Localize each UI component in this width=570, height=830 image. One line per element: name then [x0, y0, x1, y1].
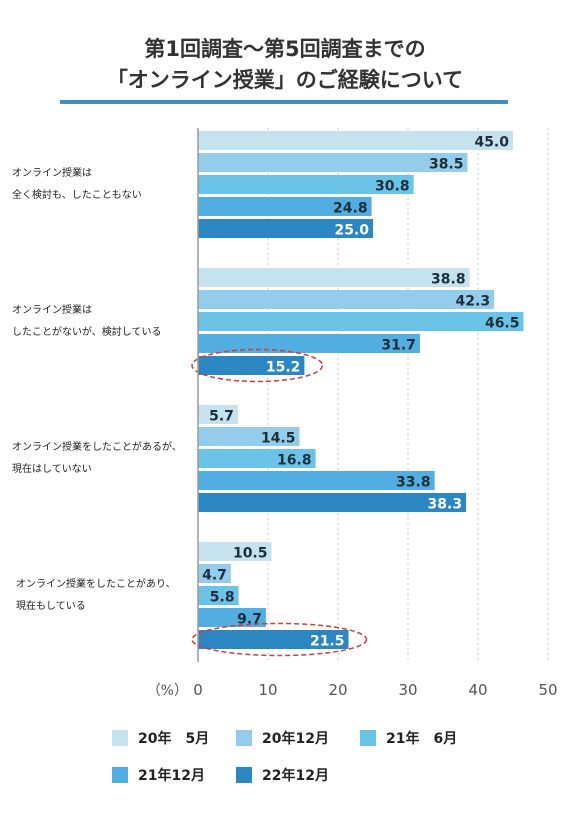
bar-value-label: 31.7 — [381, 338, 416, 354]
bar — [198, 197, 372, 216]
bar — [198, 268, 470, 287]
bar — [198, 471, 435, 490]
x-unit-label: （%） — [147, 683, 188, 699]
category-label: オンライン授業は全く検討も、したこともない — [12, 163, 142, 207]
category-label-line: 現在はしていない — [12, 463, 92, 475]
legend-label: 21年 6月 — [386, 731, 458, 747]
category-label-line: 現在もしている — [16, 600, 86, 612]
bar — [198, 630, 349, 649]
legend-label: 21年12月 — [138, 768, 205, 784]
bar — [198, 608, 266, 627]
bar — [198, 356, 305, 375]
bar-value-label: 25.0 — [334, 223, 369, 239]
bar — [198, 175, 414, 194]
bar-value-label: 5.7 — [209, 409, 234, 425]
bar — [198, 405, 238, 424]
highlight-ellipse — [191, 348, 324, 383]
x-tick-label: 10 — [258, 681, 277, 699]
bar — [198, 449, 316, 468]
highlight-ellipse — [191, 622, 368, 657]
category-label-line: オンライン授業は — [12, 304, 92, 316]
x-tick-label: 30 — [398, 681, 417, 699]
bar-value-label: 4.7 — [202, 568, 227, 584]
bar-value-label: 46.5 — [485, 316, 520, 332]
bar — [198, 153, 468, 172]
category-label-line: したことがないが、検討している — [12, 326, 162, 338]
legend-label: 22年12月 — [262, 768, 329, 784]
legend-label: 20年12月 — [262, 731, 329, 747]
bar — [198, 312, 524, 331]
legend-swatch — [112, 767, 128, 783]
bar — [198, 219, 373, 238]
legend-item: 21年12月 — [112, 765, 205, 785]
bar-value-label: 24.8 — [333, 201, 368, 217]
legend-swatch — [112, 730, 128, 746]
chart-title-line-1: 第1回調査～第5回調査までの — [144, 37, 426, 61]
legend-item: 20年 5月 — [112, 728, 209, 748]
bar-value-label: 38.3 — [428, 497, 463, 513]
bar-value-label: 14.5 — [261, 431, 296, 447]
bar — [198, 334, 420, 353]
category-label: オンライン授業をしたことがあり、 現在もしている — [16, 574, 176, 618]
chart-title: 第1回調査～第5回調査までの 「オンライン授業」のご経験について — [0, 34, 570, 96]
bar — [198, 586, 239, 605]
bar-value-label: 21.5 — [310, 634, 345, 650]
category-label-line: オンライン授業をしたことがあり、 — [16, 578, 176, 590]
chart-title-line-2: 「オンライン授業」のご経験について — [106, 68, 464, 92]
bar-value-label: 30.8 — [375, 179, 410, 195]
bar — [198, 427, 300, 446]
bar-value-label: 16.8 — [277, 453, 312, 469]
bar — [198, 564, 231, 583]
bar-value-label: 45.0 — [474, 135, 509, 151]
x-tick-label: 0 — [193, 681, 203, 699]
x-tick-label: 50 — [538, 681, 557, 699]
x-tick-label: 20 — [328, 681, 347, 699]
bar-value-label: 15.2 — [266, 360, 301, 376]
bar-value-label: 10.5 — [233, 546, 268, 562]
x-tick-label: 40 — [468, 681, 487, 699]
legend-label: 20年 5月 — [138, 731, 210, 747]
legend-swatch — [236, 767, 252, 783]
bar — [198, 493, 467, 512]
category-label-line: オンライン授業は — [12, 167, 92, 179]
category-label: オンライン授業をしたことがあるが、 現在はしていない — [12, 437, 182, 481]
bar — [198, 290, 495, 309]
category-label-line: 全く検討も、したこともない — [12, 189, 142, 201]
legend-swatch — [236, 730, 252, 746]
title-underline — [60, 100, 508, 104]
bar — [198, 131, 513, 150]
legend-item: 21年 6月 — [360, 728, 457, 748]
bar-value-label: 38.5 — [429, 157, 464, 173]
bar-value-label: 33.8 — [396, 475, 431, 491]
bar-value-label: 5.8 — [210, 590, 235, 606]
legend-item: 20年12月 — [236, 728, 329, 748]
bar — [198, 542, 272, 561]
category-label-line: オンライン授業をしたことがあるが、 — [12, 441, 182, 453]
legend-item: 22年12月 — [236, 765, 329, 785]
bar-value-label: 38.8 — [431, 272, 466, 288]
category-label: オンライン授業はしたことがないが、検討している — [12, 300, 162, 344]
legend-swatch — [360, 730, 376, 746]
bar-chart: 45.0 38.8 5.7 10.5 38.5 42.3 14.5 4.7 30.8 46.5 16… — [147, 128, 558, 699]
bar-value-label: 42.3 — [456, 294, 491, 310]
